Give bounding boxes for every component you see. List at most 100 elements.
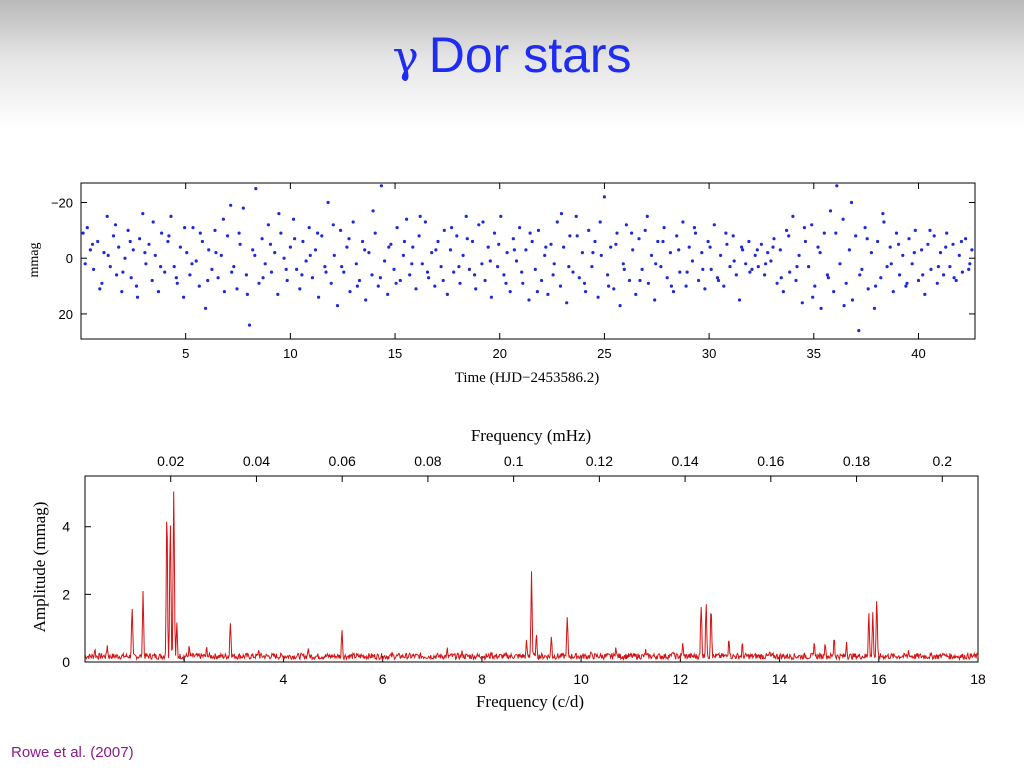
light-curve-point — [728, 265, 732, 269]
light-curve-point — [448, 248, 453, 252]
light-curve-point — [111, 234, 116, 238]
light-curve-point — [885, 265, 889, 269]
light-curve-point — [748, 270, 752, 274]
light-curve-point — [138, 237, 142, 241]
light-curve-point — [562, 245, 566, 249]
light-curve-point — [191, 226, 195, 230]
light-curve-xtick-label: 5 — [182, 346, 189, 361]
light-curve-point — [504, 281, 508, 285]
light-curve-point — [364, 298, 368, 302]
light-curve-point — [436, 239, 440, 244]
light-curve-point — [791, 214, 795, 218]
light-curve-point — [308, 253, 312, 257]
light-curve-point — [964, 237, 968, 241]
light-curve-point — [575, 234, 579, 238]
spectrum-x2label: Frequency (mHz) — [471, 426, 591, 445]
light-curve-point — [304, 259, 308, 263]
light-curve-point — [709, 267, 713, 271]
light-curve-point — [842, 304, 846, 308]
light-curve-point — [677, 248, 681, 252]
spectrum-xtick-label: 14 — [772, 671, 788, 687]
light-curve-point — [386, 292, 390, 296]
light-curve-point — [935, 281, 939, 285]
light-curve-point — [850, 298, 855, 302]
light-curve-point — [910, 262, 914, 266]
spectrum-ytick-label: 4 — [62, 519, 70, 535]
light-curve-point — [351, 220, 355, 224]
light-curve-point — [147, 242, 151, 246]
light-curve-point — [587, 228, 591, 232]
light-curve-point — [488, 259, 492, 263]
light-curve-point — [285, 278, 289, 283]
light-curve-point — [518, 226, 522, 230]
light-curve-point — [802, 226, 807, 230]
light-curve-point — [414, 287, 418, 291]
light-curve-point — [204, 306, 208, 310]
light-curve-ytick-label: −20 — [51, 196, 73, 211]
light-curve-point — [813, 284, 817, 288]
light-curve-point — [826, 276, 831, 280]
light-curve-point — [618, 304, 622, 308]
light-curve-point — [904, 284, 908, 288]
light-curve-point — [630, 231, 634, 235]
light-curve-point — [126, 228, 130, 232]
light-curve-point — [310, 276, 314, 280]
spectrum-xtick-label: 4 — [280, 671, 288, 687]
light-curve-point — [540, 278, 544, 283]
light-curve-point — [771, 245, 775, 249]
light-curve-point — [347, 237, 351, 241]
light-curve-point — [301, 239, 305, 244]
light-curve-point — [577, 276, 581, 280]
light-curve-point — [433, 284, 437, 288]
light-curve-point — [401, 253, 405, 257]
light-curve-point — [214, 251, 218, 255]
light-curve-point — [313, 248, 318, 252]
light-curve-point — [521, 281, 525, 285]
light-curve-point — [222, 290, 226, 294]
light-curve-point — [335, 304, 340, 308]
light-curve-point — [92, 267, 96, 271]
light-curve-point — [737, 298, 742, 302]
light-curve-point — [210, 267, 214, 271]
light-curve-point — [387, 245, 391, 249]
light-curve-point — [948, 265, 952, 269]
light-curve-point — [357, 278, 362, 283]
spectrum-frame — [84, 475, 979, 663]
light-curve-point — [763, 273, 767, 277]
light-curve-point — [889, 262, 893, 266]
light-curve-point — [378, 276, 382, 280]
spectrum-xlabel: Frequency (c/d) — [476, 692, 584, 711]
light-curve-point — [860, 267, 864, 271]
light-curve-point — [596, 295, 600, 299]
light-curve-point — [445, 292, 449, 296]
light-curve-point — [527, 298, 531, 302]
light-curve-point — [263, 262, 267, 266]
light-curve-point — [477, 223, 481, 227]
light-curve-point — [756, 265, 760, 269]
light-curve-point — [687, 245, 691, 249]
light-curve-point — [750, 267, 754, 271]
light-curve-point — [115, 273, 119, 277]
light-curve-point — [671, 290, 676, 294]
light-curve-point — [261, 276, 265, 280]
light-curve-point — [622, 267, 626, 271]
light-curve-point — [229, 203, 233, 207]
light-curve-ytick-label: 0 — [66, 251, 73, 266]
spectrum-x2tick-label: 0.08 — [414, 453, 441, 469]
light-curve-point — [348, 290, 352, 294]
light-curve-point — [128, 239, 132, 244]
light-curve-point — [938, 251, 943, 255]
light-curve-point — [612, 287, 616, 291]
light-curve-point — [113, 223, 118, 227]
spectrum-x2tick-label: 0.12 — [586, 453, 613, 469]
light-curve-point — [317, 295, 321, 299]
light-curve-point — [568, 234, 572, 238]
light-curve-point — [100, 281, 104, 285]
light-curve-point — [957, 253, 961, 257]
light-curve-point — [681, 220, 685, 224]
light-curve-chart: 5 10 15 20 25 30 35 40 −20 0 20 Time (HJD−2453586.… — [27, 182, 976, 386]
light-curve-point — [872, 306, 877, 310]
light-curve-point — [929, 267, 933, 271]
light-curve-point — [492, 231, 497, 235]
light-curve-point — [747, 239, 751, 244]
